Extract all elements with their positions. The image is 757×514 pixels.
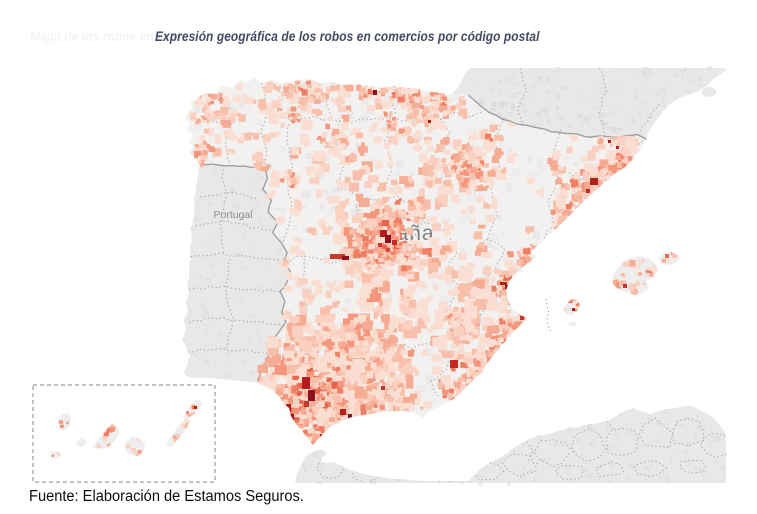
svg-text:Portugal: Portugal [213,209,252,221]
